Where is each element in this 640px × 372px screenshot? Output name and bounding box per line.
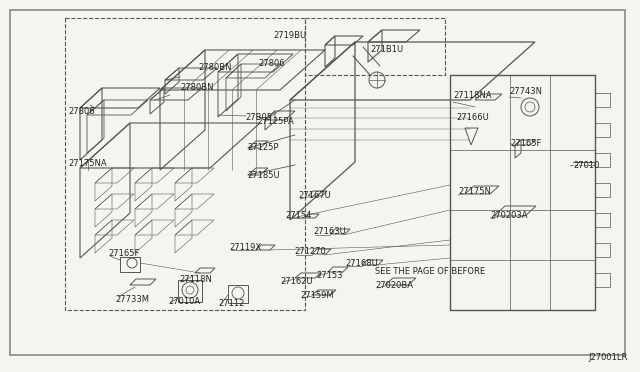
- Text: J27001LR: J27001LR: [589, 353, 628, 362]
- Text: 2719BU: 2719BU: [273, 31, 306, 39]
- Text: 27162U: 27162U: [280, 278, 312, 286]
- Bar: [595, 183, 610, 197]
- Text: 27743N: 27743N: [509, 87, 542, 96]
- Text: 27118NA: 27118NA: [453, 92, 492, 100]
- Text: 27167U: 27167U: [298, 192, 331, 201]
- Text: 27125P: 27125P: [247, 144, 278, 153]
- Text: SEE THE PAGE OF BEFORE: SEE THE PAGE OF BEFORE: [375, 267, 485, 276]
- Text: 2780BN: 2780BN: [180, 83, 214, 93]
- Text: 27118N: 27118N: [179, 276, 212, 285]
- Text: 27175N: 27175N: [458, 187, 491, 196]
- Text: 27165F: 27165F: [510, 138, 541, 148]
- Text: 27806: 27806: [258, 60, 285, 68]
- Text: 271270: 271270: [294, 247, 326, 257]
- Bar: [595, 153, 610, 167]
- Text: 2780BN: 2780BN: [198, 64, 232, 73]
- Text: 27112: 27112: [218, 299, 244, 308]
- Text: 27168U: 27168U: [345, 260, 378, 269]
- Bar: [595, 273, 610, 287]
- Text: 27020BA: 27020BA: [375, 282, 413, 291]
- Bar: [595, 213, 610, 227]
- Text: 27733M: 27733M: [115, 295, 149, 304]
- Text: 27010: 27010: [573, 160, 600, 170]
- Text: 27185U: 27185U: [247, 170, 280, 180]
- Text: 27165F: 27165F: [108, 248, 140, 257]
- Text: 270203A: 270203A: [490, 211, 527, 219]
- Text: 27125PA: 27125PA: [257, 116, 294, 125]
- Text: 27163U: 27163U: [313, 228, 346, 237]
- Bar: [595, 243, 610, 257]
- Text: 27153: 27153: [316, 270, 342, 279]
- Text: 27119X: 27119X: [229, 244, 261, 253]
- Bar: [595, 123, 610, 137]
- Text: 27166U: 27166U: [456, 113, 489, 122]
- Bar: [595, 93, 610, 107]
- Text: 27B05: 27B05: [245, 113, 272, 122]
- Text: 27175NA: 27175NA: [68, 160, 107, 169]
- Text: 27010A: 27010A: [168, 296, 200, 305]
- Text: 271B1U: 271B1U: [370, 45, 403, 55]
- Text: 27159M: 27159M: [300, 292, 333, 301]
- Text: 27154: 27154: [285, 211, 312, 219]
- Text: 27806: 27806: [68, 106, 95, 115]
